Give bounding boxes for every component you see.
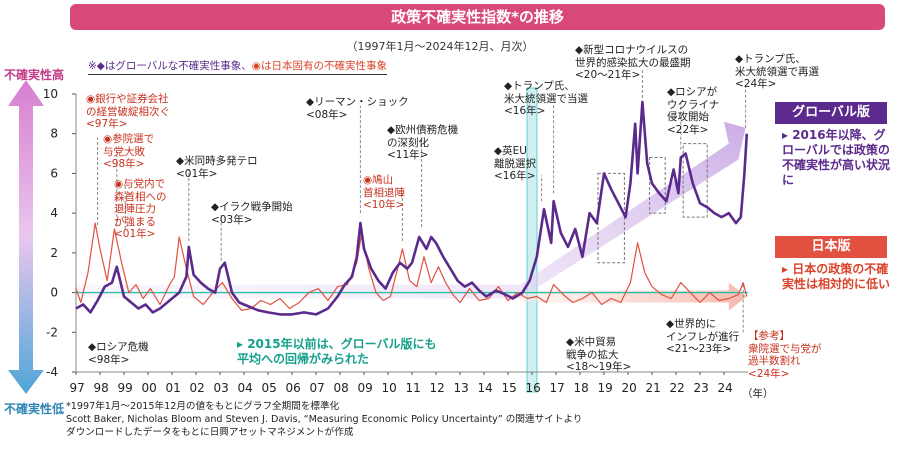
global-version-note: ▸ 2016年以降、グローバルでは政策の不確実性が高い状況に [782, 128, 891, 187]
x-tick-label: 12 [430, 381, 445, 395]
annotation-covid: ◆新型コロナウイルスの 世界的感染拡大の最盛期 <20～21年> [575, 44, 691, 81]
y-tick-label: 8 [50, 127, 58, 141]
x-tick-label: 04 [238, 381, 253, 395]
axis-low-label: 不確実性低 [4, 402, 65, 416]
annotation-russia-crisis: ◆ロシア危機 <98年> [88, 341, 149, 366]
annotation-euro-crisis: ◆欧州債務危機 の深刻化 <11年> [387, 124, 459, 161]
japan-series-line [75, 222, 748, 311]
x-tick-label: 13 [454, 381, 469, 395]
annotation-mori-pressure: ◉与党内で 森首相への 退陣圧力 が強まる <01年> [114, 178, 167, 240]
highlight-2016-band [526, 87, 538, 393]
x-tick-label: 07 [310, 381, 325, 395]
x-tick-label: 08 [334, 381, 349, 395]
legend-note: ※◆はグローバルな不確実性事象、◉は日本固有の不確実性事象 [88, 58, 387, 75]
pre-2015-note: ▸ 2015年以前は、グローバル版にも 平均への回帰がみられた [237, 337, 437, 366]
japan-version-note: ▸ 日本の政策の不確実性は相対的に低い [782, 262, 891, 291]
annotation-lower-house-2024: 【参考】 衆院選で与党が 過半数割れ <24年> [748, 330, 822, 380]
global-version-label: グローバル版 [775, 102, 887, 124]
x-tick-label: 11 [406, 381, 421, 395]
year-unit: （年） [742, 388, 774, 400]
legend-note-japan: ◉は日本固有の不確実性事象 [251, 60, 387, 72]
x-tick-label: 18 [574, 381, 589, 395]
japan-trend-arrow [520, 282, 747, 311]
x-tick-label: 20 [622, 381, 637, 395]
legend-note-global: ※◆はグローバルな不確実性事象、 [88, 60, 252, 72]
x-tick-label: 98 [94, 381, 109, 395]
x-tick-label: 17 [550, 381, 565, 395]
x-tick-label: 00 [142, 381, 157, 395]
x-tick-label: 16 [526, 381, 541, 395]
annotation-iraq-war: ◆イラク戦争開始 <03年> [211, 201, 293, 226]
x-tick-label: 23 [694, 381, 709, 395]
x-tick-label: 97 [70, 381, 85, 395]
annotation-brexit: ◆英EU 離脱選択 <16年> [494, 145, 536, 182]
global-series-line [75, 100, 749, 316]
annotation-inflation: ◆世界的に インフレが進行 <21～23年> [666, 318, 740, 355]
footnote: *1997年1月～2015年12月の値をもとにグラフ全期間を標準化 Scott … [66, 400, 582, 439]
x-tick-label: 15 [502, 381, 517, 395]
x-tick-label: 99 [118, 381, 133, 395]
y-tick-label: 4 [50, 206, 58, 220]
footnote-line-2: Scott Baker, Nicholas Bloom and Steven J… [66, 414, 583, 425]
annotation-upper-house-1998: ◉参院選で 与党大敗 <98年> [103, 133, 155, 170]
annotation-ukraine: ◆ロシアが ウクライナ 侵攻開始 <22年> [667, 86, 720, 136]
chart-subtitle: （1997年1月～2024年12月、月次） [346, 40, 534, 53]
annotation-trump-2024: ◆トランプ氏、 米大統領選で再選 <24年> [735, 53, 819, 90]
y-tick-label: -4 [46, 365, 58, 379]
y-tick-label: 2 [50, 246, 58, 260]
annotation-lehman: ◆リーマン・ショック <08年> [306, 96, 409, 121]
chart-title: 政策不確実性指数*の推移 [70, 4, 885, 30]
event-group-box [649, 157, 666, 214]
footnote-line-1: *1997年1月～2015年12月の値をもとにグラフ全期間を標準化 [66, 401, 340, 412]
x-tick-label: 24 [718, 381, 733, 395]
x-tick-label: 14 [478, 381, 493, 395]
x-tick-label: 09 [358, 381, 373, 395]
axis-high-label: 不確実性高 [4, 68, 65, 82]
footnote-line-3: ダウンロードしたデータをもとに日興アセットマネジメントが作成 [66, 427, 354, 438]
uncertainty-arrow [8, 80, 44, 394]
annotation-trump-2016: ◆トランプ氏、 米大統領選で当選 <16年> [504, 80, 588, 117]
x-tick-label: 10 [382, 381, 397, 395]
annotation-911: ◆米同時多発テロ <01年> [176, 155, 258, 180]
global-trend-arrow [76, 121, 746, 299]
annotation-us-china-trade: ◆米中貿易 戦争の拡大 <18～19年> [566, 336, 632, 373]
x-tick-label: 05 [262, 381, 277, 395]
x-tick-label: 21 [646, 381, 661, 395]
japan-version-label: 日本版 [775, 236, 887, 258]
y-tick-label: 6 [50, 166, 58, 180]
annotation-hatoyama: ◉鳩山 首相退陣 <10年> [363, 174, 405, 211]
x-tick-label: 01 [166, 381, 181, 395]
y-tick-label: 0 [50, 286, 58, 300]
x-tick-label: 06 [286, 381, 301, 395]
x-tick-label: 19 [598, 381, 613, 395]
y-tick-label: -2 [46, 325, 58, 339]
annotation-bank-failures: ◉銀行や証券会社 の経営破綻相次ぐ <97年> [86, 93, 170, 130]
event-group-box [682, 143, 708, 218]
x-tick-label: 22 [670, 381, 685, 395]
x-tick-label: 02 [190, 381, 205, 395]
y-tick-label: 10 [43, 87, 58, 101]
x-tick-label: 03 [214, 381, 229, 395]
